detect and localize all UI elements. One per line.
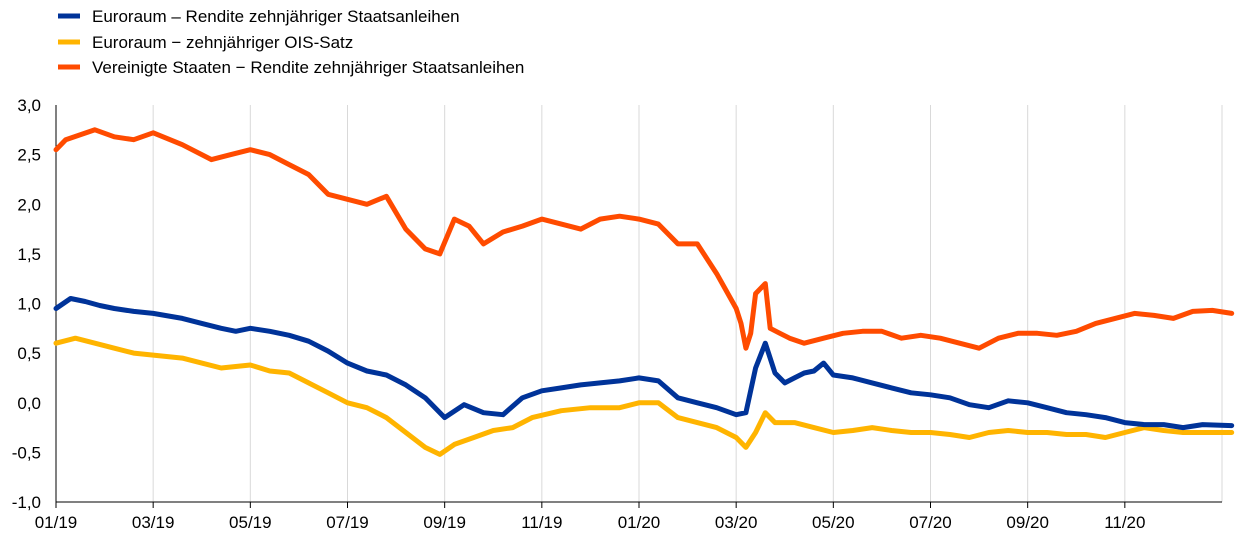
x-tick-label: 05/20: [812, 513, 855, 532]
series-line-usa-rendite: [53, 127, 1235, 351]
y-tick-label: 2,0: [17, 195, 41, 214]
series-line-euroraum-ois: [53, 335, 1235, 457]
x-tick-label: 01/19: [35, 513, 78, 532]
y-tick-label: 1,0: [17, 295, 41, 314]
y-tick-label: 3,0: [17, 96, 41, 115]
x-tick-label: 03/20: [715, 513, 758, 532]
y-axis-ticks: -1,0 -0,5 0,0 0,5 1,0 1,5 2,0 2,5 3,0: [12, 96, 41, 512]
x-tick-label: 01/20: [618, 513, 661, 532]
y-tick-label: 0,5: [17, 344, 41, 363]
x-tick-label: 03/19: [132, 513, 175, 532]
x-tick-label: 05/19: [229, 513, 272, 532]
x-tick-label: 11/20: [1104, 513, 1145, 532]
y-tick-label: 0,0: [17, 394, 41, 413]
x-tick-label: 07/20: [909, 513, 952, 532]
y-tick-label: -1,0: [12, 493, 41, 512]
y-tick-label: 1,5: [17, 245, 41, 264]
y-tick-label: -0,5: [12, 443, 41, 462]
legend-label-euroraum-ois: Euroraum − zehnjähriger OIS-Satz: [92, 33, 353, 52]
x-tick-label: 11/19: [521, 513, 562, 532]
x-tick-label: 07/19: [326, 513, 369, 532]
grid: [152, 105, 1223, 502]
y-tick-label: 2,5: [17, 146, 41, 165]
x-axis-ticks: 01/19 03/19 05/19 07/19 09/19 11/19 01/20 03/20…: [35, 502, 1145, 532]
x-tick-label: 09/19: [423, 513, 466, 532]
legend-label-euroraum-rendite: Euroraum – Rendite zehnjähriger Staatsan…: [92, 7, 460, 26]
legend: Euroraum – Rendite zehnjähriger Staatsan…: [58, 7, 524, 77]
legend-label-usa-rendite: Vereinigte Staaten − Rendite zehnjährige…: [92, 58, 524, 77]
x-tick-label: 09/20: [1006, 513, 1049, 532]
series-lines: [53, 127, 1235, 457]
series-line-euroraum-rendite: [53, 296, 1235, 431]
